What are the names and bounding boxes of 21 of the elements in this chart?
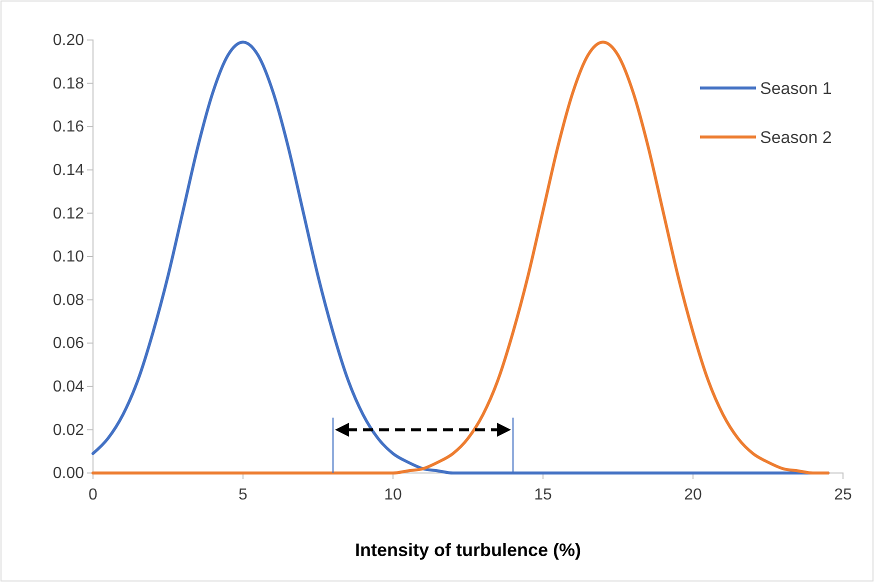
y-tick-label: 0.20 bbox=[52, 32, 84, 50]
x-tick-label: 20 bbox=[684, 486, 702, 504]
y-tick-label: 0.10 bbox=[52, 248, 84, 266]
x-tick-label: 25 bbox=[834, 486, 852, 504]
legend-label: Season 1 bbox=[760, 79, 832, 98]
y-tick-label: 0.00 bbox=[52, 465, 84, 482]
y-tick-label: 0.12 bbox=[52, 205, 84, 222]
line-series bbox=[92, 40, 830, 474]
y-tick-label: 0.08 bbox=[52, 292, 84, 309]
y-tick-label: 0.18 bbox=[52, 75, 84, 92]
x-axis-title: Intensity of turbulence (%) bbox=[354, 540, 582, 560]
x-tick-label: 15 bbox=[534, 486, 552, 504]
y-tick-label: 0.04 bbox=[52, 378, 84, 396]
y-tick-label: 0.16 bbox=[52, 118, 84, 136]
y-tick-label: 0.14 bbox=[52, 162, 84, 180]
legend-label: Season 2 bbox=[760, 128, 832, 147]
x-tick-label: 0 bbox=[88, 486, 98, 504]
y-tick-label: 0.02 bbox=[52, 422, 84, 439]
y-tick-label: 0.06 bbox=[52, 335, 84, 352]
x-tick-label: 5 bbox=[238, 486, 248, 504]
x-tick-label: 10 bbox=[384, 486, 402, 504]
